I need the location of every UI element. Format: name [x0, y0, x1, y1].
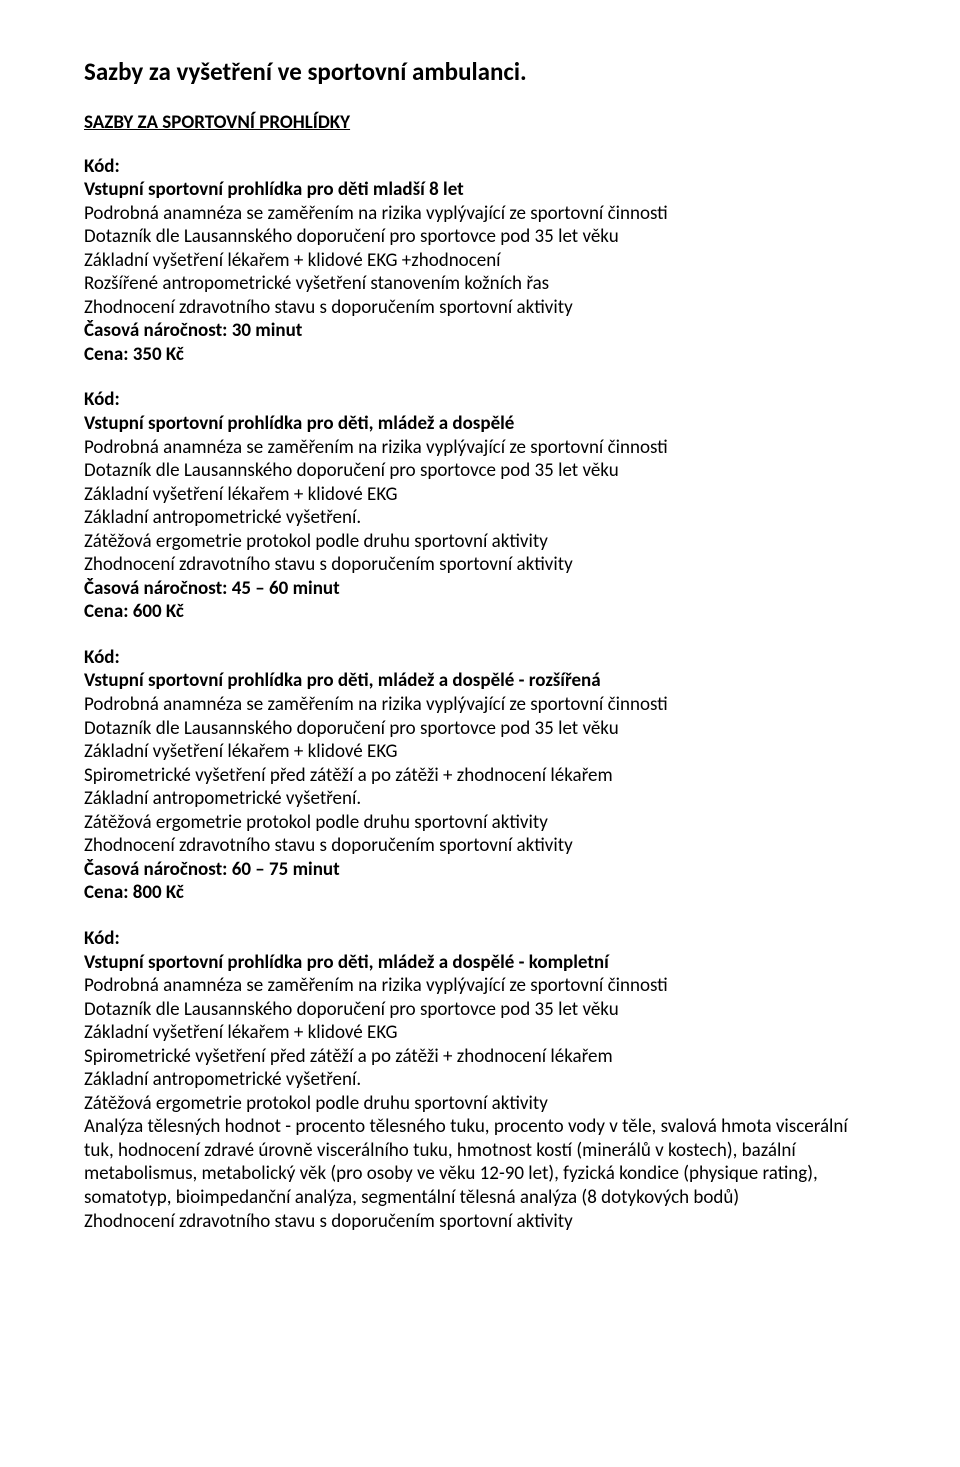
detail-line: Dotazník dle Lausannského doporučení pro…: [84, 225, 876, 249]
detail-line: Zhodnocení zdravotního stavu s doporučen…: [84, 553, 876, 577]
detail-line: Zátěžová ergometrie protokol podle druhu…: [84, 1092, 876, 1116]
detail-line: Podrobná anamnéza se zaměřením na rizika…: [84, 693, 876, 717]
detail-line: Zhodnocení zdravotního stavu s doporučen…: [84, 1210, 876, 1234]
service-name: Vstupní sportovní prohlídka pro děti, ml…: [84, 412, 876, 436]
detail-line: Základní antropometrické vyšetření.: [84, 506, 876, 530]
price-block: Kód: Vstupní sportovní prohlídka pro dět…: [84, 155, 876, 367]
duration-line: Časová náročnost: 30 minut: [84, 319, 876, 343]
price-block: Kód: Vstupní sportovní prohlídka pro dět…: [84, 388, 876, 623]
detail-line: Spirometrické vyšetření před zátěží a po…: [84, 1045, 876, 1069]
detail-line: Spirometrické vyšetření před zátěží a po…: [84, 764, 876, 788]
detail-line: Základní antropometrické vyšetření.: [84, 1068, 876, 1092]
price-block: Kód: Vstupní sportovní prohlídka pro dět…: [84, 927, 876, 1233]
kod-label: Kód:: [84, 927, 876, 951]
detail-line: Základní antropometrické vyšetření.: [84, 787, 876, 811]
service-name: Vstupní sportovní prohlídka pro děti, ml…: [84, 669, 876, 693]
kod-label: Kód:: [84, 388, 876, 412]
detail-line: Zátěžová ergometrie protokol podle druhu…: [84, 811, 876, 835]
price-line: Cena: 800 Kč: [84, 881, 876, 905]
service-name: Vstupní sportovní prohlídka pro děti, ml…: [84, 951, 876, 975]
page-title: Sazby za vyšetření ve sportovní ambulanc…: [84, 56, 876, 87]
detail-line: Dotazník dle Lausannského doporučení pro…: [84, 998, 876, 1022]
service-name: Vstupní sportovní prohlídka pro děti mla…: [84, 178, 876, 202]
detail-line: Dotazník dle Lausannského doporučení pro…: [84, 717, 876, 741]
duration-line: Časová náročnost: 60 – 75 minut: [84, 858, 876, 882]
detail-line: Podrobná anamnéza se zaměřením na rizika…: [84, 436, 876, 460]
detail-line: Analýza tělesných hodnot - procento těle…: [84, 1115, 876, 1209]
detail-line: Základní vyšetření lékařem + klidové EKG: [84, 1021, 876, 1045]
price-block: Kód: Vstupní sportovní prohlídka pro dět…: [84, 646, 876, 905]
detail-line: Podrobná anamnéza se zaměřením na rizika…: [84, 974, 876, 998]
detail-line: Základní vyšetření lékařem + klidové EKG: [84, 740, 876, 764]
price-line: Cena: 350 Kč: [84, 343, 876, 367]
detail-line: Základní vyšetření lékařem + klidové EKG: [84, 483, 876, 507]
detail-line: Podrobná anamnéza se zaměřením na rizika…: [84, 202, 876, 226]
section-heading: SAZBY ZA SPORTOVNÍ PROHLÍDKY: [84, 111, 876, 135]
detail-line: Zhodnocení zdravotního stavu s doporučen…: [84, 296, 876, 320]
detail-line: Zhodnocení zdravotního stavu s doporučen…: [84, 834, 876, 858]
detail-line: Základní vyšetření lékařem + klidové EKG…: [84, 249, 876, 273]
kod-label: Kód:: [84, 646, 876, 670]
detail-line: Dotazník dle Lausannského doporučení pro…: [84, 459, 876, 483]
price-line: Cena: 600 Kč: [84, 600, 876, 624]
duration-line: Časová náročnost: 45 – 60 minut: [84, 577, 876, 601]
kod-label: Kód:: [84, 155, 876, 179]
detail-line: Rozšířené antropometrické vyšetření stan…: [84, 272, 876, 296]
detail-line: Zátěžová ergometrie protokol podle druhu…: [84, 530, 876, 554]
document-page: Sazby za vyšetření ve sportovní ambulanc…: [0, 0, 960, 1467]
